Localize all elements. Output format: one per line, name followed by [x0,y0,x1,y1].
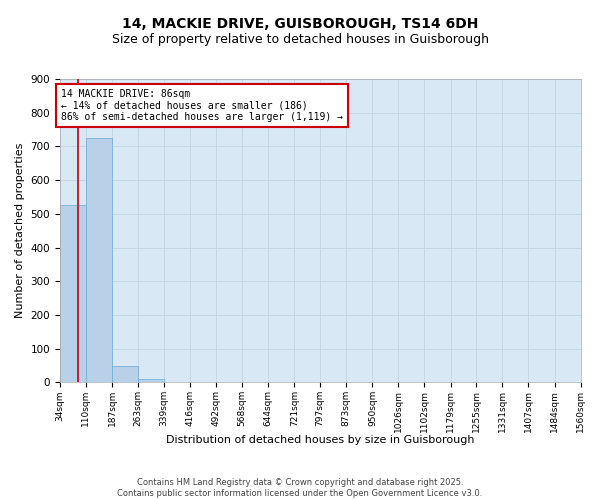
Bar [60,206,86,382]
Bar [86,138,112,382]
Text: Contains HM Land Registry data © Crown copyright and database right 2025.
Contai: Contains HM Land Registry data © Crown c… [118,478,482,498]
X-axis label: Distribution of detached houses by size in Guisborough: Distribution of detached houses by size … [166,435,475,445]
Bar [112,366,138,382]
Text: 14 MACKIE DRIVE: 86sqm
← 14% of detached houses are smaller (186)
86% of semi-de: 14 MACKIE DRIVE: 86sqm ← 14% of detached… [61,89,343,122]
Text: 14, MACKIE DRIVE, GUISBOROUGH, TS14 6DH: 14, MACKIE DRIVE, GUISBOROUGH, TS14 6DH [122,18,478,32]
Bar [138,379,164,382]
Text: Size of property relative to detached houses in Guisborough: Size of property relative to detached ho… [112,32,488,46]
Y-axis label: Number of detached properties: Number of detached properties [15,143,25,318]
